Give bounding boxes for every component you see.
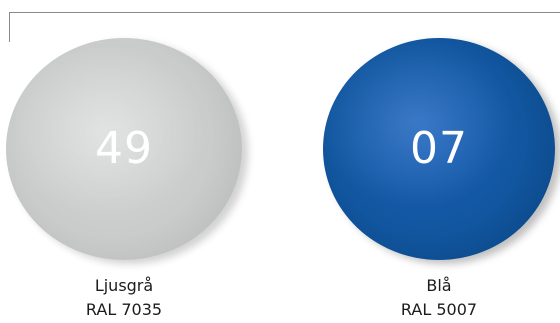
- swatch-number: 49: [95, 123, 153, 174]
- color-swatch-disc[interactable]: 07: [323, 38, 555, 260]
- swatch-caption: Blå RAL 5007: [323, 274, 555, 322]
- swatch-ral-code: RAL 7035: [85, 300, 163, 319]
- frame-line-left: [9, 12, 10, 42]
- swatch-ral-code: RAL 5007: [400, 300, 478, 319]
- color-swatch-disc[interactable]: 49: [6, 38, 242, 260]
- color-swatch-card-ljusgra[interactable]: 49 Ljusgrå RAL 7035: [6, 38, 246, 323]
- swatch-color-name: Ljusgrå: [94, 276, 154, 295]
- swatch-number: 07: [410, 123, 468, 174]
- color-swatch-card-bla[interactable]: 07 Blå RAL 5007: [315, 38, 555, 323]
- swatch-caption: Ljusgrå RAL 7035: [6, 274, 242, 322]
- frame-line-top: [9, 12, 560, 13]
- swatch-color-name: Blå: [426, 276, 452, 295]
